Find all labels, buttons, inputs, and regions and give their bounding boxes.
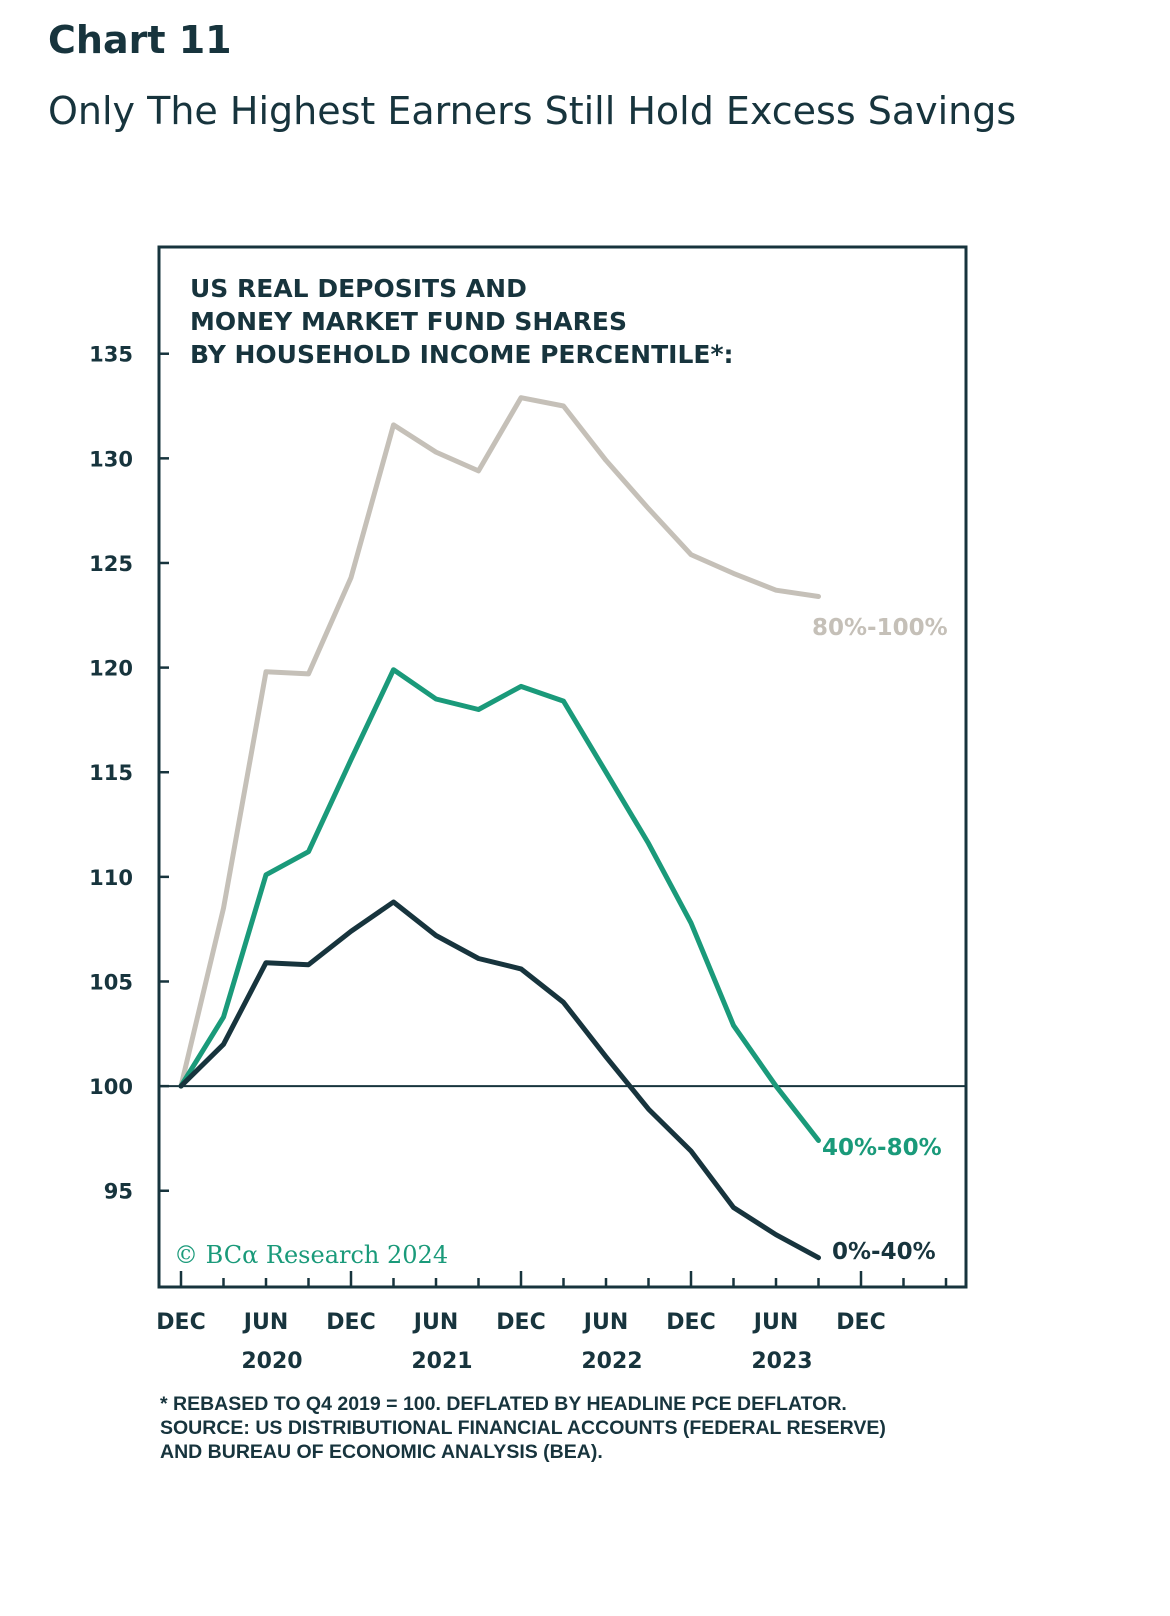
series-line-middle (178, 667, 821, 1143)
series-lines (178, 395, 821, 1261)
inner-title-line-1: US REAL DEPOSITS AND (190, 274, 527, 303)
y-tick-label: 115 (89, 761, 133, 785)
x-year-label: 2021 (411, 1349, 472, 1374)
y-tick-label: 125 (89, 552, 133, 576)
x-tick-label: JUN (242, 1310, 288, 1335)
footnote-line-2: SOURCE: US DISTRIBUTIONAL FINANCIAL ACCO… (160, 1417, 886, 1439)
footnote-line-1: * REBASED TO Q4 2019 = 100. DEFLATED BY … (160, 1393, 847, 1415)
inner-title-line-2: MONEY MARKET FUND SHARES (190, 307, 627, 336)
x-tick-label: DEC (156, 1310, 205, 1335)
y-tick-label: 120 (89, 657, 133, 681)
x-tick-label: DEC (326, 1310, 375, 1335)
y-tick-label: 105 (89, 970, 133, 994)
x-tick-label: JUN (582, 1310, 628, 1335)
y-tick-label: 135 (89, 343, 133, 367)
footnote-line-3: AND BUREAU OF ECONOMIC ANALYSIS (BEA). (160, 1441, 603, 1463)
x-tick-label: JUN (752, 1310, 798, 1335)
x-tick-label: DEC (836, 1310, 885, 1335)
x-year-label: 2020 (241, 1349, 302, 1374)
series-label-bottom: 0%-40% (832, 1239, 936, 1265)
plot-panel (157, 245, 968, 1289)
y-tick-label: 130 (89, 447, 133, 471)
series-line-bottom (178, 899, 821, 1261)
x-year-label: 2023 (751, 1349, 812, 1374)
inner-title-line-3: BY HOUSEHOLD INCOME PERCENTILE*: (190, 340, 734, 369)
y-tick-label: 100 (89, 1075, 133, 1099)
x-axis: DEC JUN DEC JUN DEC JUN DEC JUN DEC 2020 2021 2022 2… (156, 1271, 948, 1374)
series-line-top (178, 395, 821, 1089)
chart-number: Chart 11 (48, 18, 232, 62)
y-tick-label: 110 (89, 866, 133, 890)
x-tick-label: JUN (412, 1310, 458, 1335)
x-tick-label: DEC (666, 1310, 715, 1335)
series-label-top: 80%-100% (812, 615, 948, 641)
y-axis: 95 100 105 110 115 120 125 130 135 (89, 343, 169, 1204)
x-tick-label: DEC (496, 1310, 545, 1335)
series-label-middle: 40%-80% (822, 1135, 942, 1161)
x-year-label: 2022 (581, 1349, 642, 1374)
y-tick-label: 95 (104, 1180, 133, 1204)
copyright-label: © BCα Research 2024 (174, 1241, 448, 1269)
chart-title: Only The Highest Earners Still Hold Exce… (48, 89, 1017, 133)
